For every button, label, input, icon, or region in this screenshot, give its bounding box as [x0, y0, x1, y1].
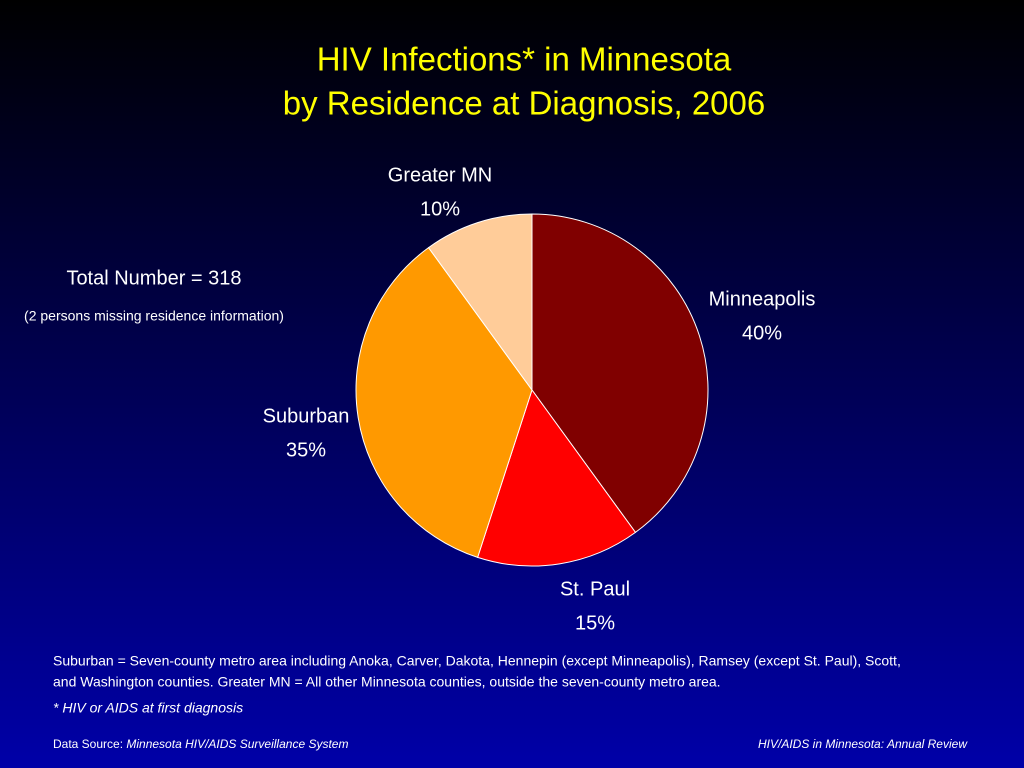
publication-note: HIV/AIDS in Minnesota: Annual Review [758, 737, 968, 751]
chart-title: by Residence at Diagnosis, 2006 [283, 85, 765, 122]
pie-slice [427, 213, 533, 392]
definition-note: Suburban = Seven-county metro area inclu… [53, 653, 901, 669]
slice-value-label: 10% [420, 198, 460, 220]
slice-label: St. Paul [560, 578, 630, 600]
footnote: * HIV or AIDS at first diagnosis [53, 700, 243, 716]
slice-value-label: 15% [575, 612, 615, 634]
slice-label: Minneapolis [709, 288, 816, 310]
total-note: Total Number = 318 [66, 267, 241, 289]
slice-label: Suburban [263, 405, 350, 427]
chart-title: HIV Infections* in Minnesota [317, 41, 732, 78]
source-name: Minnesota HIV/AIDS Surveillance System [126, 737, 348, 751]
slice-value-label: 40% [742, 322, 782, 344]
source-label: Data Source: [53, 737, 126, 751]
pie-slice [531, 213, 709, 534]
pie-slice [476, 388, 637, 567]
pie-slice [355, 246, 533, 559]
missing-note: (2 persons missing residence information… [24, 308, 284, 324]
slice-value-label: 35% [286, 439, 326, 461]
definition-note: and Washington counties. Greater MN = Al… [53, 674, 721, 690]
slice-label: Greater MN [388, 164, 492, 186]
source-note: Data Source: Minnesota HIV/AIDS Surveill… [53, 737, 348, 751]
